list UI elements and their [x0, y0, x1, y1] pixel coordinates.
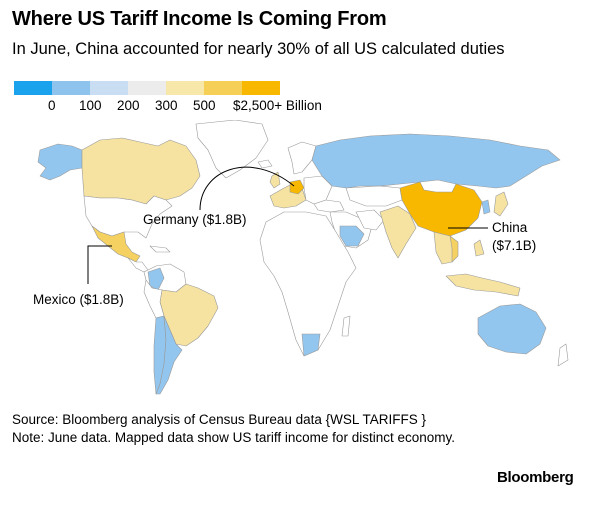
germany: [289, 179, 305, 195]
germany-callout-line: [199, 166, 295, 211]
central-asia: [345, 185, 403, 207]
mongolia: [419, 179, 457, 193]
philippines: [473, 239, 485, 257]
caribbean: [149, 245, 171, 253]
bloomberg-logo: Bloomberg: [497, 469, 574, 486]
india: [379, 205, 417, 259]
data-note: Note: June data. Mapped data show US tar…: [12, 430, 455, 445]
legend-label-200: 200: [117, 98, 140, 113]
australia: [477, 303, 547, 355]
legend-label-100: 100: [79, 98, 102, 113]
central-america: [127, 257, 149, 273]
scandinavia: [287, 141, 317, 175]
united-kingdom: [269, 171, 281, 189]
legend-label-2500: $2,500+ Billion: [233, 98, 322, 113]
indonesia: [445, 273, 521, 297]
legend-labels: 0 100 200 300 500 $2,500+ Billion: [0, 98, 590, 118]
africa: [259, 211, 357, 357]
legend-swatch-5: [166, 81, 204, 95]
color-legend: [14, 81, 280, 95]
source-note: Source: Bloomberg analysis of Census Bur…: [12, 412, 426, 427]
iceland: [257, 159, 273, 169]
iran: [355, 209, 385, 231]
legend-swatch-2: [52, 81, 90, 95]
china-callout-name: China: [492, 220, 528, 235]
world-map: [37, 120, 569, 395]
legend-swatch-6: [204, 81, 242, 95]
saudi-arabia: [339, 225, 365, 247]
legend-swatch-1: [14, 81, 52, 95]
korea: [481, 199, 491, 215]
legend-swatch-4: [128, 81, 166, 95]
germany-callout: Germany ($1.8B): [143, 212, 247, 227]
south-africa: [301, 333, 321, 357]
legend-label-300: 300: [155, 98, 178, 113]
china-callout-value: ($7.1B): [492, 238, 537, 253]
vietnam: [449, 235, 459, 263]
new-zealand: [557, 343, 569, 367]
chart-title: Where US Tariff Income Is Coming From: [12, 8, 387, 30]
legend-swatch-3: [90, 81, 128, 95]
alaska: [37, 143, 83, 181]
legend-label-0: 0: [48, 98, 56, 113]
argentina: [155, 315, 183, 395]
colombia: [147, 267, 165, 291]
mexico-callout-line: [87, 245, 112, 284]
chart-subtitle: In June, China accounted for nearly 30% …: [12, 40, 505, 58]
madagascar: [341, 315, 351, 337]
japan: [493, 191, 509, 217]
legend-label-500: 500: [193, 98, 216, 113]
turkey: [313, 199, 345, 213]
greenland: [195, 120, 269, 179]
russia: [311, 133, 561, 189]
legend-swatch-7: [242, 81, 280, 95]
canada: [81, 137, 201, 205]
footer-notes: Source: Bloomberg analysis of Census Bur…: [12, 411, 482, 447]
mexico-callout: Mexico ($1.8B): [33, 292, 124, 307]
